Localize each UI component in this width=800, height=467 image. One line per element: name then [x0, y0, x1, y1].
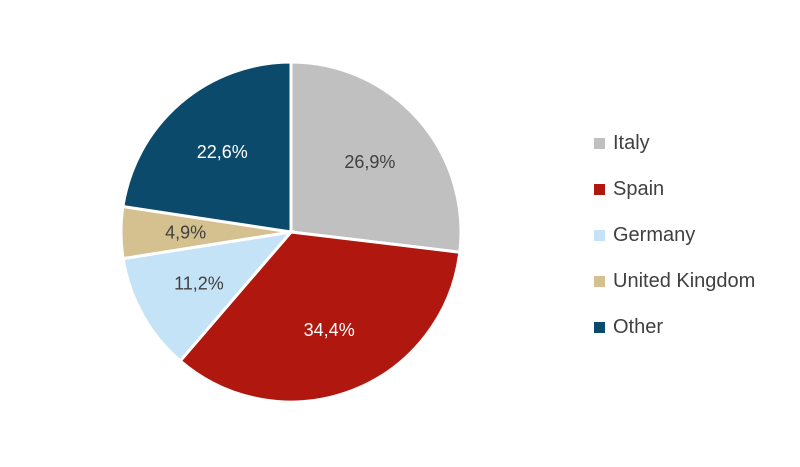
legend-swatch: [594, 229, 605, 241]
slice-label-spain: 34,4%: [304, 320, 355, 340]
legend-swatch: [594, 183, 605, 195]
legend-swatch: [594, 137, 605, 149]
legend: Italy Spain Germany United Kingdom Other: [594, 120, 755, 350]
slice-label-italy: 26,9%: [344, 152, 395, 172]
legend-label: Italy: [613, 131, 650, 154]
legend-item-spain: Spain: [594, 166, 755, 212]
pie-slice-spain: [178, 230, 462, 404]
legend-label: Germany: [613, 223, 696, 246]
slice-label-germany: 11,2%: [174, 273, 224, 293]
pie-slice-germany: [121, 229, 295, 364]
pie-slice-italy: [289, 60, 463, 254]
legend-item-italy: Italy: [594, 120, 755, 166]
legend-label: Other: [613, 315, 664, 338]
legend-label: United Kingdom: [613, 269, 756, 292]
slice-label-other: 22,6%: [197, 142, 248, 162]
legend-swatch: [594, 275, 605, 287]
pie-slice-other: [121, 60, 293, 234]
legend-item-united-kingdom: United Kingdom: [594, 258, 755, 304]
legend-label: Spain: [613, 177, 665, 200]
legend-item-germany: Germany: [594, 212, 755, 258]
legend-swatch: [594, 321, 605, 333]
legend-item-other: Other: [594, 304, 755, 350]
slice-label-united-kingdom: 4,9%: [165, 222, 206, 242]
